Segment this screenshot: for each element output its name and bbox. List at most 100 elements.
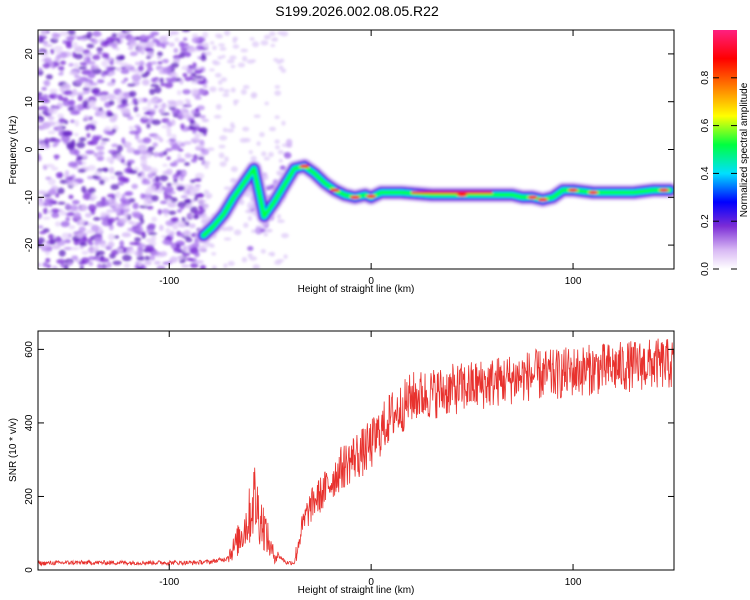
noise-blob xyxy=(160,82,166,87)
noise-blob xyxy=(116,144,123,152)
noise-blob xyxy=(157,51,163,57)
noise-blob xyxy=(189,188,198,195)
noise-blob xyxy=(159,77,164,83)
snr-x-ticks: -100 0 100 xyxy=(159,331,582,588)
snr-y-tick-label: 600 xyxy=(24,341,35,358)
noise-blob xyxy=(76,155,83,161)
noise-blob xyxy=(67,106,75,112)
noise-blob xyxy=(56,258,66,265)
noise-blob xyxy=(232,37,237,44)
noise-blob xyxy=(118,217,128,224)
noise-blob xyxy=(280,68,287,73)
noise-blob xyxy=(99,95,108,102)
noise-blob xyxy=(81,250,89,255)
noise-blob xyxy=(54,221,61,227)
noise-blob xyxy=(49,88,58,93)
noise-blob xyxy=(117,181,125,186)
noise-blob xyxy=(185,237,193,243)
noise-blob xyxy=(203,204,209,210)
noise-blob xyxy=(270,43,276,48)
noise-blob xyxy=(256,141,261,146)
noise-blob xyxy=(122,177,130,184)
noise-blob xyxy=(42,40,49,45)
noise-blob xyxy=(173,247,179,252)
noise-blob xyxy=(154,181,163,186)
noise-blob xyxy=(136,255,145,261)
noise-blob xyxy=(181,65,190,71)
noise-blob xyxy=(134,250,143,257)
noise-blob xyxy=(52,33,62,37)
noise-blob xyxy=(111,143,119,148)
spectrogram-y-tick-label: 0 xyxy=(24,146,35,152)
noise-blob xyxy=(102,52,107,59)
noise-blob xyxy=(177,255,185,260)
noise-blob xyxy=(182,245,188,252)
noise-blob xyxy=(43,202,50,207)
noise-blob xyxy=(140,159,148,165)
ridge-peak xyxy=(299,164,310,169)
noise-blob xyxy=(62,39,68,45)
noise-blob xyxy=(38,196,43,202)
noise-blob xyxy=(151,195,159,202)
noise-blob xyxy=(211,60,219,64)
noise-blob xyxy=(195,144,205,149)
noise-blob xyxy=(166,127,172,134)
noise-blob xyxy=(68,225,76,230)
noise-blob xyxy=(150,83,159,88)
noise-blob xyxy=(38,154,41,161)
noise-blob xyxy=(38,190,47,195)
noise-blob xyxy=(230,64,236,69)
noise-blob xyxy=(43,207,48,215)
noise-blob xyxy=(99,141,107,146)
noise-blob xyxy=(88,116,93,121)
noise-blob xyxy=(147,223,156,229)
noise-blob xyxy=(107,93,116,101)
noise-blob xyxy=(115,217,120,221)
noise-blob xyxy=(147,146,156,150)
noise-blob xyxy=(77,94,83,102)
noise-blob xyxy=(233,99,240,103)
noise-blob xyxy=(80,37,88,41)
noise-blob xyxy=(204,51,212,56)
noise-blob xyxy=(222,93,230,97)
noise-blob xyxy=(137,243,146,249)
colorbar-tick-label: 0.2 xyxy=(700,214,711,228)
noise-blob xyxy=(189,262,199,269)
noise-blob xyxy=(211,265,217,269)
noise-blob xyxy=(259,228,266,233)
noise-blob xyxy=(162,163,168,167)
noise-blob xyxy=(153,260,161,265)
noise-blob xyxy=(55,192,60,198)
noise-blob xyxy=(135,61,140,66)
noise-blob xyxy=(146,205,154,210)
noise-blob xyxy=(232,44,240,49)
noise-blob xyxy=(140,116,149,124)
noise-blob xyxy=(248,150,253,155)
noise-blob xyxy=(109,175,116,180)
noise-blob xyxy=(68,62,74,67)
noise-blob xyxy=(233,229,242,236)
colorbar-tick-label: 0.8 xyxy=(700,70,711,84)
noise-blob xyxy=(88,82,98,86)
snr-x-tick-label: 0 xyxy=(368,577,374,588)
noise-blob xyxy=(202,84,208,89)
noise-blob xyxy=(50,48,55,55)
noise-blob xyxy=(54,154,59,161)
noise-blob xyxy=(74,119,80,127)
noise-blob xyxy=(242,84,250,90)
noise-blob xyxy=(137,266,143,269)
noise-blob xyxy=(169,256,178,263)
noise-blob xyxy=(88,187,96,194)
noise-blob xyxy=(283,151,292,159)
noise-blob xyxy=(209,68,215,72)
noise-blob xyxy=(270,251,276,257)
noise-blob xyxy=(194,240,200,247)
noise-blob xyxy=(192,128,197,134)
noise-blob xyxy=(150,61,158,65)
noise-blob xyxy=(158,137,164,143)
noise-blob xyxy=(51,212,60,219)
noise-blob xyxy=(138,60,145,67)
noise-blob xyxy=(250,92,257,99)
noise-blob xyxy=(184,51,191,58)
noise-blob xyxy=(38,237,45,244)
